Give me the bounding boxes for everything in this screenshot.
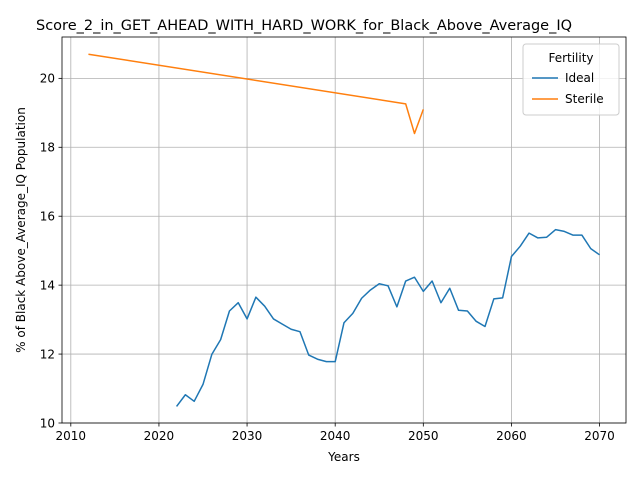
x-tick-label: 2060	[496, 429, 527, 443]
y-tick-label: 16	[40, 210, 55, 224]
y-tick-label: 20	[40, 72, 55, 86]
series-lines	[88, 53, 600, 407]
x-axis-label: Years	[327, 450, 360, 464]
plot-frame	[61, 36, 627, 424]
x-tick-label: 2030	[232, 429, 263, 443]
legend: Fertility Ideal Sterile	[522, 43, 620, 116]
legend-box	[522, 43, 620, 116]
legend-title: Fertility	[548, 51, 593, 65]
x-tick-label: 2010	[56, 429, 87, 443]
x-tick-label: 2050	[408, 429, 439, 443]
y-tick-label: 10	[40, 416, 55, 430]
y-tick-label: 12	[40, 347, 55, 361]
series-line-sterile	[88, 53, 425, 135]
axis-ticks: 2010 2020 2030 2040 2050 2060 2070 10 12 14 16 18 20	[40, 72, 615, 443]
legend-label-sterile: Sterile	[565, 92, 604, 106]
chart-title: Score_2_in_GET_AHEAD_WITH_HARD_WORK_for_…	[36, 18, 572, 34]
y-tick-label: 18	[40, 141, 55, 155]
y-tick-label: 14	[40, 278, 55, 292]
series-line-ideal	[175, 228, 600, 407]
x-tick-label: 2040	[320, 429, 351, 443]
y-axis-label: % of Black Above_Average_IQ Population	[14, 107, 28, 353]
x-tick-label: 2020	[144, 429, 175, 443]
x-tick-label: 2070	[584, 429, 615, 443]
legend-label-ideal: Ideal	[565, 71, 594, 85]
legend-items: Ideal Sterile	[532, 71, 604, 106]
